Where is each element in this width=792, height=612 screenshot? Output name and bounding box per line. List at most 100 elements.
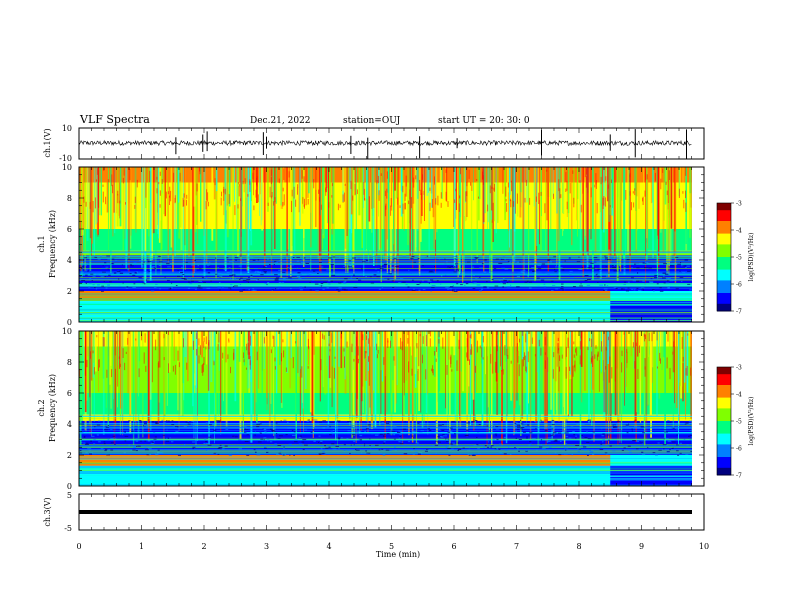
spectrogram-streak — [313, 331, 315, 428]
spectrogram-speckle — [479, 276, 481, 278]
spectrogram-streak — [355, 331, 358, 418]
spectrogram-streak — [507, 331, 510, 355]
spectrogram-speckle — [557, 266, 560, 268]
spectrogram-speckle — [589, 450, 591, 452]
spectrogram-streak — [540, 167, 542, 217]
spectrogram-hot — [523, 357, 525, 367]
spectrogram-streak — [467, 331, 469, 361]
spectrogram-speckle — [623, 284, 626, 285]
spectrogram-speckle — [434, 266, 435, 267]
spectrogram-streak — [248, 331, 251, 360]
spectrogram-hot — [248, 352, 250, 355]
ch2-spectrogram-ylabel-frequency: Frequency (kHz) — [48, 374, 57, 442]
spectrogram-speckle — [519, 272, 521, 274]
spectrogram-streak — [168, 331, 171, 373]
spectrogram-speckle — [158, 255, 161, 257]
spectrogram-speckle — [365, 450, 367, 452]
spectrogram-speckle — [124, 431, 126, 433]
spectrogram-speckle — [529, 287, 532, 289]
spectrogram-speckle — [357, 430, 362, 432]
spectrogram-speckle — [476, 284, 481, 286]
spectrogram-speckle — [210, 433, 212, 435]
spectrogram-speckle — [634, 426, 638, 427]
spectrogram-speckle — [364, 443, 366, 445]
colorbar-cell — [717, 255, 731, 258]
spectrogram-speckle — [434, 423, 438, 425]
spectrogram-hot — [632, 191, 634, 194]
spectrogram-streak — [184, 331, 187, 358]
spectrogram-speckle — [608, 257, 613, 259]
spectrogram-speckle — [92, 284, 95, 286]
spectrogram-speckle — [561, 269, 564, 271]
spectrogram-speckle — [121, 264, 123, 266]
spectrogram-speckle — [213, 452, 217, 454]
spectrogram-hot — [407, 331, 409, 336]
colorbar-cell — [717, 394, 731, 397]
spectrogram-speckle — [419, 274, 423, 276]
spectrogram-streak — [317, 167, 319, 260]
spectrogram-speckle — [487, 287, 490, 289]
spectrogram-streak — [151, 331, 153, 383]
spectrogram-speckle — [124, 440, 127, 442]
spectrogram-speckle — [124, 260, 127, 262]
spectrogram-hot — [440, 202, 442, 208]
spectrogram-speckle — [290, 288, 292, 290]
spectrogram-speckle — [508, 446, 510, 448]
spectrogram-hot — [307, 199, 309, 205]
spectrogram-speckle — [87, 447, 92, 449]
spectrogram-speckle — [383, 435, 386, 437]
ch1-waveform-panel: 10 -10 ch.1(V) — [43, 124, 705, 163]
spectrogram-hot — [466, 338, 468, 348]
x-tick-labels: 0 1 2 3 4 5 6 7 8 9 10 — [76, 542, 709, 551]
spectrogram-hot — [407, 338, 409, 344]
spectrogram-streak — [545, 331, 547, 429]
spectrogram-hot — [144, 333, 146, 343]
spectrogram-streak — [195, 331, 198, 388]
spectrogram-speckle — [157, 449, 160, 451]
spectrogram-streak — [142, 331, 144, 438]
spectrogram-speckle — [344, 280, 347, 282]
spectrogram-speckle — [449, 288, 453, 290]
spectrogram-speckle — [129, 273, 132, 275]
spectrogram-hot — [465, 191, 467, 202]
spectrogram-streak — [418, 167, 420, 274]
spectrogram-hot — [161, 179, 163, 184]
spectrogram-speckle — [540, 419, 542, 421]
spectrogram-speckle — [604, 257, 608, 259]
spectrogram-speckle — [119, 256, 122, 258]
spectrogram-speckle — [260, 274, 264, 276]
spectrogram-streak — [506, 167, 509, 193]
spectrogram-hot — [256, 177, 257, 185]
colorbar-cell — [717, 303, 731, 307]
ch1-spectrogram-heatmap — [79, 167, 704, 322]
spectrogram-speckle — [279, 435, 283, 437]
spectrogram-streak — [546, 331, 548, 442]
spectrogram-speckle — [643, 278, 646, 280]
spectrogram-speckle — [104, 448, 108, 450]
spectrogram-speckle — [520, 419, 522, 421]
spectrogram-streak — [420, 331, 422, 413]
spectrogram-speckle — [144, 423, 147, 425]
spectrogram-speckle — [132, 449, 136, 451]
spectrogram-speckle — [219, 282, 221, 283]
spectrogram-streak — [637, 331, 639, 357]
spectrogram-speckle — [253, 449, 256, 451]
spectrogram-speckle — [95, 274, 99, 276]
colorbar-cell — [717, 222, 731, 226]
colorbar-cell — [717, 367, 731, 370]
spectrogram-hot — [228, 340, 230, 343]
ch1-xticks — [78, 128, 705, 159]
spectrogram-hot — [419, 333, 421, 337]
spectrogram-streak — [647, 331, 649, 405]
spectrogram-speckle — [269, 428, 273, 430]
spectrogram-speckle — [290, 279, 293, 280]
spectrogram-streak — [294, 167, 296, 255]
spectrogram-speckle — [98, 441, 101, 443]
spectrogram-speckle — [452, 285, 454, 287]
spectrogram-speckle — [541, 439, 542, 441]
spectrogram-hot — [538, 192, 540, 204]
spectrogram-hot — [318, 189, 320, 194]
spectrogram-speckle — [516, 428, 520, 430]
spectrogram-hot — [416, 343, 418, 349]
spectrogram-speckle — [332, 448, 337, 450]
